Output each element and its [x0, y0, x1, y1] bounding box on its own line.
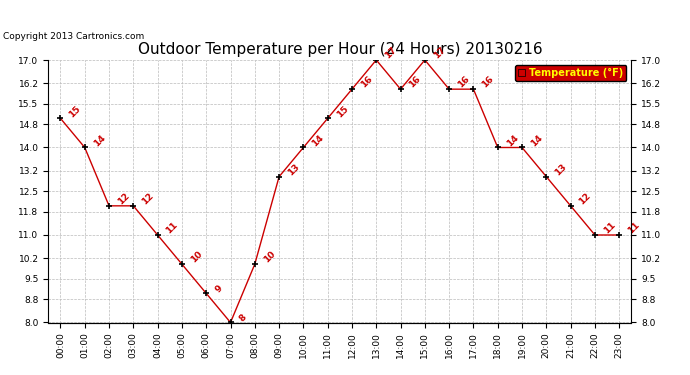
Text: 11: 11	[602, 220, 617, 236]
Text: 14: 14	[529, 133, 544, 148]
Title: Outdoor Temperature per Hour (24 Hours) 20130216: Outdoor Temperature per Hour (24 Hours) …	[137, 42, 542, 57]
Text: 16: 16	[480, 75, 495, 90]
Text: 16: 16	[456, 75, 471, 90]
Text: 13: 13	[553, 162, 569, 177]
Text: 11: 11	[165, 220, 180, 236]
Text: 16: 16	[408, 75, 423, 90]
Text: 13: 13	[286, 162, 302, 177]
Text: 17: 17	[383, 45, 399, 61]
Text: 12: 12	[140, 191, 155, 207]
Text: 14: 14	[310, 133, 326, 148]
Text: 9: 9	[213, 283, 224, 294]
Text: 12: 12	[116, 191, 131, 207]
Text: 17: 17	[432, 45, 447, 61]
Text: 8: 8	[237, 312, 248, 323]
Text: 10: 10	[262, 250, 277, 265]
Text: 14: 14	[92, 133, 107, 148]
Text: 15: 15	[68, 104, 83, 119]
Text: 10: 10	[189, 250, 204, 265]
Text: 16: 16	[359, 75, 374, 90]
Text: 15: 15	[335, 104, 350, 119]
Text: 14: 14	[504, 133, 520, 148]
Text: 11: 11	[626, 220, 641, 236]
Text: Copyright 2013 Cartronics.com: Copyright 2013 Cartronics.com	[3, 32, 145, 41]
Text: 12: 12	[578, 191, 593, 207]
Legend: Temperature (°F): Temperature (°F)	[515, 65, 627, 81]
